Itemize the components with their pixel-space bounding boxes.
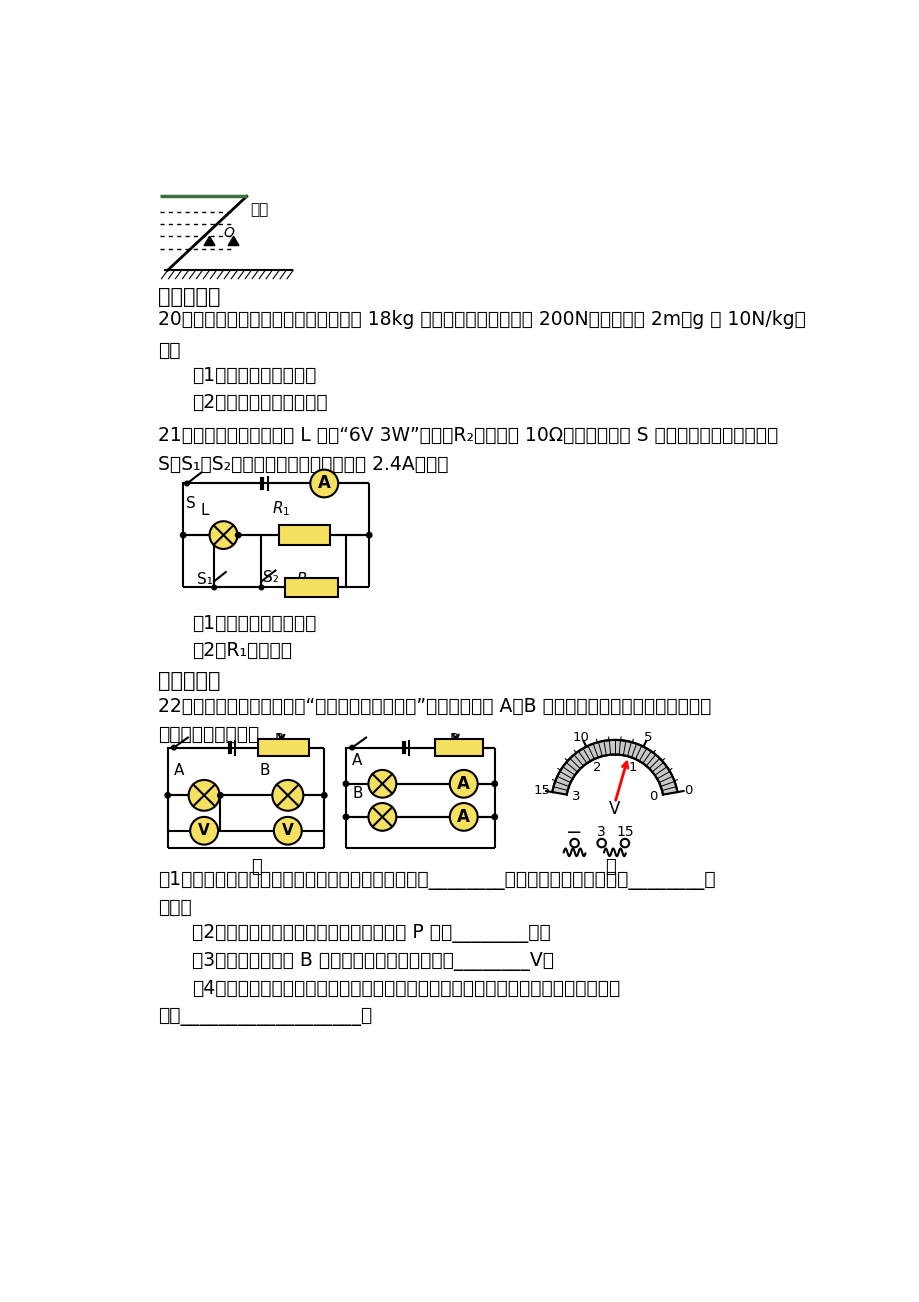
- Text: 来：___________________。: 来：___________________。: [157, 1006, 371, 1026]
- Text: 四、计算题: 四、计算题: [157, 288, 220, 307]
- Text: A: A: [317, 474, 330, 492]
- Circle shape: [596, 838, 606, 848]
- Text: 0: 0: [683, 784, 692, 797]
- Text: V: V: [198, 823, 210, 838]
- Text: B: B: [352, 786, 362, 802]
- Text: 1: 1: [628, 762, 636, 775]
- Circle shape: [165, 793, 170, 798]
- Text: −: −: [566, 823, 582, 842]
- Text: （2）闭合开关前，应将滑动变阻器的滑片 P 置于________端。: （2）闭合开关前，应将滑动变阻器的滑片 P 置于________端。: [192, 924, 550, 943]
- Circle shape: [310, 470, 338, 497]
- Circle shape: [188, 780, 220, 811]
- Circle shape: [185, 482, 189, 486]
- Text: A: A: [457, 809, 470, 825]
- Text: （2）R₁的阻值。: （2）R₁的阻值。: [192, 642, 292, 660]
- Wedge shape: [551, 740, 676, 794]
- Text: （4）将两个灯泡并联在电路中时，小明在表格中记录的电流值有错误，请你帮他指出: （4）将两个灯泡并联在电路中时，小明在表格中记录的电流值有错误，请你帮他指出: [192, 979, 620, 997]
- Text: O: O: [223, 227, 234, 241]
- Text: （2）定滑轮的机械效率。: （2）定滑轮的机械效率。: [192, 393, 328, 411]
- Circle shape: [211, 585, 216, 590]
- Circle shape: [171, 745, 176, 750]
- Text: 甲: 甲: [250, 858, 261, 876]
- Text: S: S: [186, 496, 196, 510]
- Circle shape: [349, 745, 354, 750]
- Circle shape: [180, 533, 186, 538]
- Text: S₁: S₁: [197, 572, 212, 587]
- Circle shape: [343, 814, 348, 819]
- Text: 联和并联在电路中。: 联和并联在电路中。: [157, 724, 258, 743]
- Text: S、S₁、S₂都闭合时，电流表的示数为 2.4A。求：: S、S₁、S₂都闭合时，电流表的示数为 2.4A。求：: [157, 454, 448, 474]
- Circle shape: [235, 533, 241, 538]
- Circle shape: [368, 803, 396, 831]
- Circle shape: [218, 793, 223, 798]
- Text: 0: 0: [649, 790, 657, 803]
- Text: S₂: S₂: [263, 570, 278, 586]
- Circle shape: [570, 838, 578, 848]
- Bar: [279, 525, 330, 546]
- Text: A: A: [457, 775, 470, 793]
- Text: 20．工人用一个定滑轮匀速提升质量为 18kg 的物体，所用的拉力为 200N，物体升高 2m，g 取 10N/kg。: 20．工人用一个定滑轮匀速提升质量为 18kg 的物体，所用的拉力为 200N，…: [157, 310, 805, 329]
- Text: V: V: [281, 823, 293, 838]
- Text: A: A: [352, 754, 362, 768]
- Circle shape: [449, 769, 477, 798]
- Text: （1）将两个灯泡串联在电路中，目的是控制电路中的________不变，比较灯泡的亮暗与________的: （1）将两个灯泡串联在电路中，目的是控制电路中的________不变，比较灯泡的…: [157, 871, 714, 889]
- Bar: [258, 740, 309, 756]
- Circle shape: [321, 793, 326, 798]
- Text: P: P: [449, 732, 458, 746]
- Text: 五、实验题: 五、实验题: [157, 671, 220, 690]
- Circle shape: [492, 814, 497, 819]
- Circle shape: [272, 780, 303, 811]
- Text: L: L: [200, 503, 209, 518]
- Text: 水坝: 水坝: [250, 202, 267, 217]
- Circle shape: [259, 585, 264, 590]
- Text: 15: 15: [532, 784, 550, 797]
- Circle shape: [366, 533, 371, 538]
- Text: 求：: 求：: [157, 341, 180, 361]
- Text: 3: 3: [596, 825, 606, 840]
- Text: 22．如图甲所示，小明在做“比较两个灯泡的亮暗”的实验时，将 A、B 两个阻值不等的白炽灯泡，分别串: 22．如图甲所示，小明在做“比较两个灯泡的亮暗”的实验时，将 A、B 两个阻值不…: [157, 697, 710, 716]
- Polygon shape: [228, 237, 239, 246]
- Circle shape: [210, 521, 237, 549]
- Circle shape: [368, 769, 396, 798]
- Text: 5: 5: [643, 730, 652, 743]
- Text: （3）串联时，灯泡 B 两端的电压如图乙所示，为________V。: （3）串联时，灯泡 B 两端的电压如图乙所示，为________V。: [192, 952, 554, 971]
- Text: 乙: 乙: [605, 858, 616, 876]
- Text: （1）物体受到的重力；: （1）物体受到的重力；: [192, 366, 316, 384]
- Text: 15: 15: [616, 825, 633, 840]
- Text: $R_2$: $R_2$: [296, 570, 314, 590]
- Text: $R_1$: $R_1$: [271, 500, 289, 518]
- Polygon shape: [204, 237, 215, 246]
- Text: B: B: [260, 763, 270, 779]
- Circle shape: [449, 803, 477, 831]
- Text: V: V: [608, 801, 620, 818]
- Text: 3: 3: [571, 790, 580, 803]
- Text: （1）灯泡的额定电流；: （1）灯泡的额定电流；: [192, 615, 316, 633]
- Text: A: A: [174, 763, 184, 779]
- Circle shape: [190, 816, 218, 845]
- Bar: [285, 578, 338, 596]
- Circle shape: [620, 838, 629, 848]
- Text: P: P: [275, 732, 283, 746]
- Circle shape: [274, 816, 301, 845]
- Text: 关系。: 关系。: [157, 898, 191, 917]
- Circle shape: [343, 781, 348, 786]
- Text: 10: 10: [573, 730, 589, 743]
- Text: 2: 2: [592, 762, 601, 775]
- Bar: [435, 740, 482, 756]
- Text: 21．如图所示电路，灯泡 L 标有“6V 3W”字样，R₂的阻值为 10Ω。只闭合开关 S 时，灯泡正常发光；开关: 21．如图所示电路，灯泡 L 标有“6V 3W”字样，R₂的阻值为 10Ω。只闭…: [157, 426, 777, 445]
- Circle shape: [492, 781, 497, 786]
